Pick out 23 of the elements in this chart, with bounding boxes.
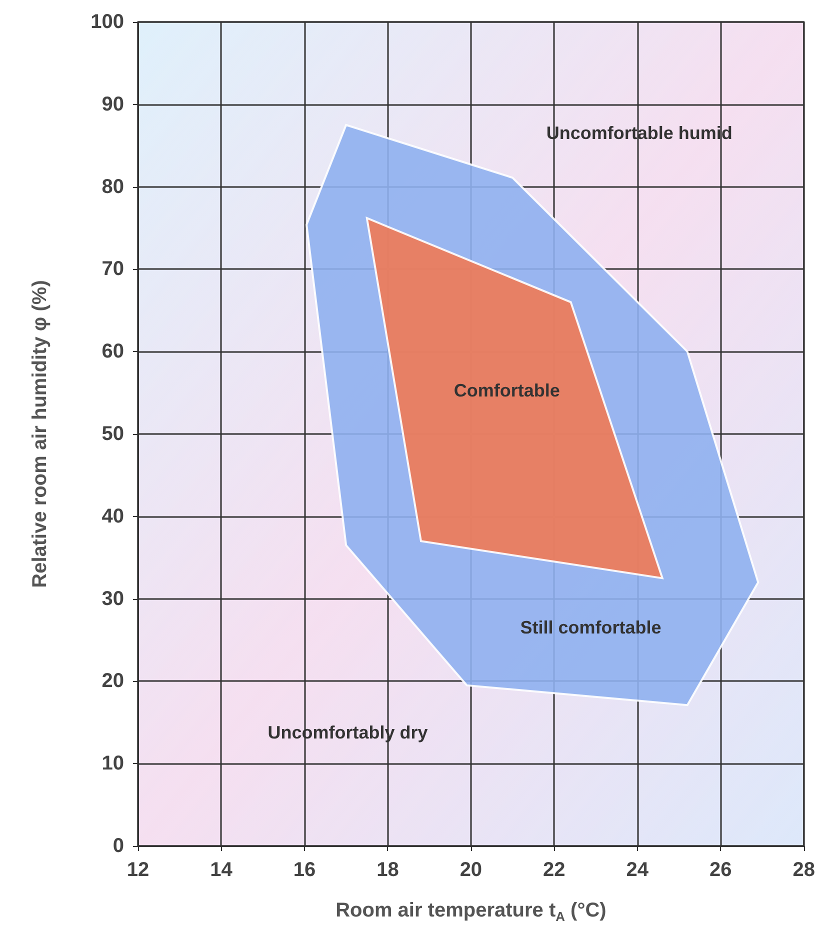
y-tick-label: 60 [102,340,124,363]
annotation: Comfortable [454,380,560,400]
x-tick-label: 22 [543,859,566,881]
y-tick-label: 40 [102,505,124,528]
y-tick-label: 100 [90,11,124,33]
y-tick-label: 10 [102,752,124,775]
annotation: Still comfortable [520,618,662,638]
x-tick-label: 12 [126,859,150,881]
y-tick-label: 30 [102,588,124,610]
y-tick-label: 90 [102,93,124,116]
x-tick-label: 20 [460,859,482,881]
y-tick-label: 20 [102,670,124,692]
y-axis-title: Relative room air humidity φ (%) [29,280,51,588]
y-tick-label: 50 [102,423,124,445]
x-tick-label: 28 [792,859,815,881]
x-tick-label: 24 [626,859,650,881]
y-tick-label: 0 [112,835,124,857]
y-tick-label: 80 [102,176,124,198]
x-tick-label: 14 [210,859,234,881]
y-tick-label: 70 [102,258,124,280]
x-tick-label: 16 [293,859,316,881]
x-tick-label: 26 [710,859,732,881]
x-tick-label: 18 [376,859,399,881]
